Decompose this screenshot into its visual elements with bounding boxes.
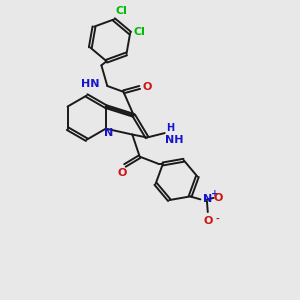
Text: H: H [166,123,174,133]
Text: O: O [203,216,212,226]
Text: Cl: Cl [133,27,145,37]
Text: -: - [215,215,219,224]
Text: O: O [142,82,152,92]
Text: +: + [211,189,219,198]
Text: O: O [214,193,223,203]
Text: NH: NH [165,134,183,145]
Text: O: O [118,168,127,178]
Text: Cl: Cl [116,7,127,16]
Text: N: N [203,194,213,204]
Text: N: N [104,128,113,138]
Text: HN: HN [80,80,99,89]
